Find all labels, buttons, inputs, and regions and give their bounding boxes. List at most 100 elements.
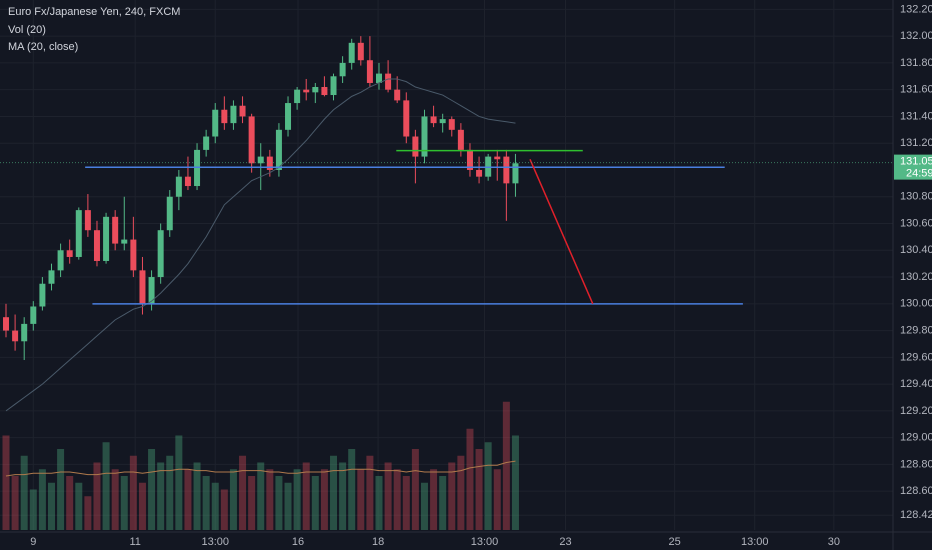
y-tick-label: 128.800 (900, 458, 932, 470)
volume-bar (193, 462, 201, 530)
volume-bar (120, 476, 128, 530)
candle-body (366, 60, 373, 83)
x-tick-label: 30 (828, 536, 840, 548)
volume-bar (393, 469, 401, 530)
candle-body (348, 42, 355, 63)
y-tick-label: 128.600 (900, 485, 932, 497)
y-tick-label: 130.200 (900, 271, 932, 283)
volume-bar (357, 469, 365, 530)
volume-bar (93, 462, 101, 530)
x-tick-label: 13:00 (471, 536, 499, 548)
candle-body (285, 103, 292, 130)
candle-body (412, 136, 419, 157)
candle-body (203, 136, 210, 150)
volume-bar (220, 489, 228, 530)
volume-bar (430, 469, 438, 530)
volume-bar (457, 455, 465, 530)
y-tick-label: 129.000 (900, 432, 932, 444)
y-tick-label: 130.600 (900, 217, 932, 229)
candle-body (148, 277, 155, 304)
volume-bar (129, 455, 137, 530)
candle-body (330, 76, 337, 96)
volume-bar (493, 469, 501, 530)
candle-body (275, 129, 282, 170)
candle-body (130, 239, 137, 271)
y-tick-label: 131.400 (900, 110, 932, 122)
x-tick-label: 16 (292, 536, 304, 548)
volume-bar (448, 462, 456, 530)
candle-body (175, 176, 182, 197)
volume-bar (311, 476, 319, 530)
candle-body (494, 156, 501, 160)
volume-bar (102, 442, 110, 530)
candle-body (21, 323, 28, 342)
countdown: 24:59 (906, 168, 932, 180)
volume-bar (511, 435, 519, 530)
candle-body (166, 196, 173, 231)
candle-body (184, 176, 191, 187)
candle-body (75, 210, 82, 257)
candle-body (230, 105, 237, 124)
candle-body (212, 109, 219, 137)
y-tick-label: 131.800 (900, 57, 932, 69)
volume-bar (138, 482, 146, 530)
candle-body (239, 105, 246, 117)
volume-bar (184, 469, 192, 530)
candle-body (3, 317, 10, 331)
x-tick-label: 23 (559, 536, 571, 548)
volume-bar (348, 449, 356, 530)
volume-bar (20, 455, 28, 530)
candle-body (57, 250, 64, 271)
candle-body (512, 163, 519, 184)
candle-body (221, 109, 228, 124)
volume-bar (466, 428, 474, 530)
volume-bar (84, 496, 92, 530)
y-tick-label: 129.600 (900, 351, 932, 363)
candle-body (121, 239, 128, 244)
volume-bar (411, 449, 419, 530)
candle-body (12, 330, 19, 342)
candle-body (39, 283, 46, 307)
volume-bar (229, 469, 237, 530)
candle-body (112, 216, 119, 244)
candle-body (139, 270, 146, 304)
y-tick-label: 131.600 (900, 84, 932, 96)
x-tick-label: 13:00 (201, 536, 229, 548)
candle-body (385, 73, 392, 90)
volume-bar (320, 469, 328, 530)
candle-body (266, 156, 273, 170)
volume-bar (248, 476, 256, 530)
y-tick-label: 131.200 (900, 137, 932, 149)
candle-body (30, 306, 37, 324)
x-tick-label: 11 (129, 536, 140, 548)
x-tick-label: 13:00 (741, 536, 769, 548)
volume-bar (302, 462, 310, 530)
volume-bar (475, 449, 483, 530)
candle-body (375, 73, 382, 83)
volume-bar (38, 469, 46, 530)
volume-bar (157, 462, 165, 530)
candle-body (66, 250, 73, 257)
y-tick-label: 129.200 (900, 405, 932, 417)
volume-bar (47, 482, 55, 530)
chart-title: Euro Fx/Japanese Yen, 240, FXCM (8, 6, 180, 18)
x-tick-label: 18 (372, 536, 384, 548)
volume-bar (239, 455, 247, 530)
y-tick-label: 132.000 (900, 30, 932, 42)
candle-body (294, 89, 301, 104)
candle-body (394, 89, 401, 101)
y-tick-label: 129.400 (900, 378, 932, 390)
y-tick-label: 130.400 (900, 244, 932, 256)
volume-bar (366, 455, 374, 530)
y-tick-label: 132.200 (900, 3, 932, 15)
y-tick-label: 130.000 (900, 298, 932, 310)
volume-bar (2, 435, 10, 530)
candle-body (84, 210, 91, 231)
volume-bar (375, 476, 383, 530)
candle-body (103, 216, 110, 261)
volume-bar (148, 449, 156, 530)
candle-body (48, 270, 55, 284)
candle-body (430, 116, 437, 124)
candle-body (466, 149, 473, 170)
